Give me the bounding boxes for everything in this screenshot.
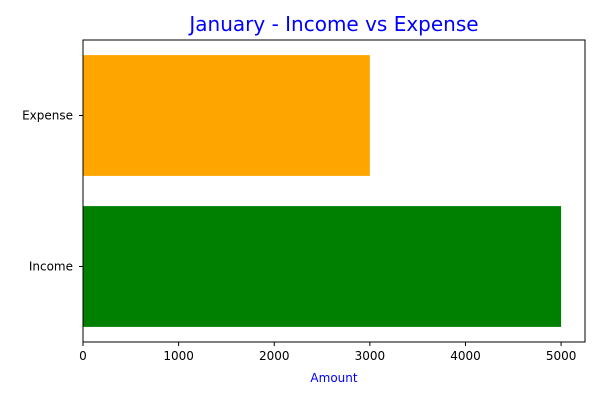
x-tick-label: 2000 (259, 349, 290, 363)
x-tick-label: 3000 (355, 349, 386, 363)
x-tick-label: 4000 (450, 349, 481, 363)
y-tick-label-expense: Expense (22, 109, 73, 123)
x-axis-label: Amount (310, 371, 357, 385)
x-tick-label: 1000 (163, 349, 194, 363)
y-tick-label-income: Income (29, 260, 73, 274)
x-tick-label: 0 (79, 349, 87, 363)
plot-frame (82, 39, 586, 343)
bars-layer (83, 55, 562, 327)
x-axis: 0 1000 2000 3000 4000 5000 (79, 342, 576, 363)
bar-income (83, 206, 562, 327)
x-tick-label: 5000 (546, 349, 577, 363)
chart-title: January - Income vs Expense (187, 12, 478, 36)
y-axis: Income Expense (22, 109, 83, 274)
bar-expense (83, 55, 370, 176)
